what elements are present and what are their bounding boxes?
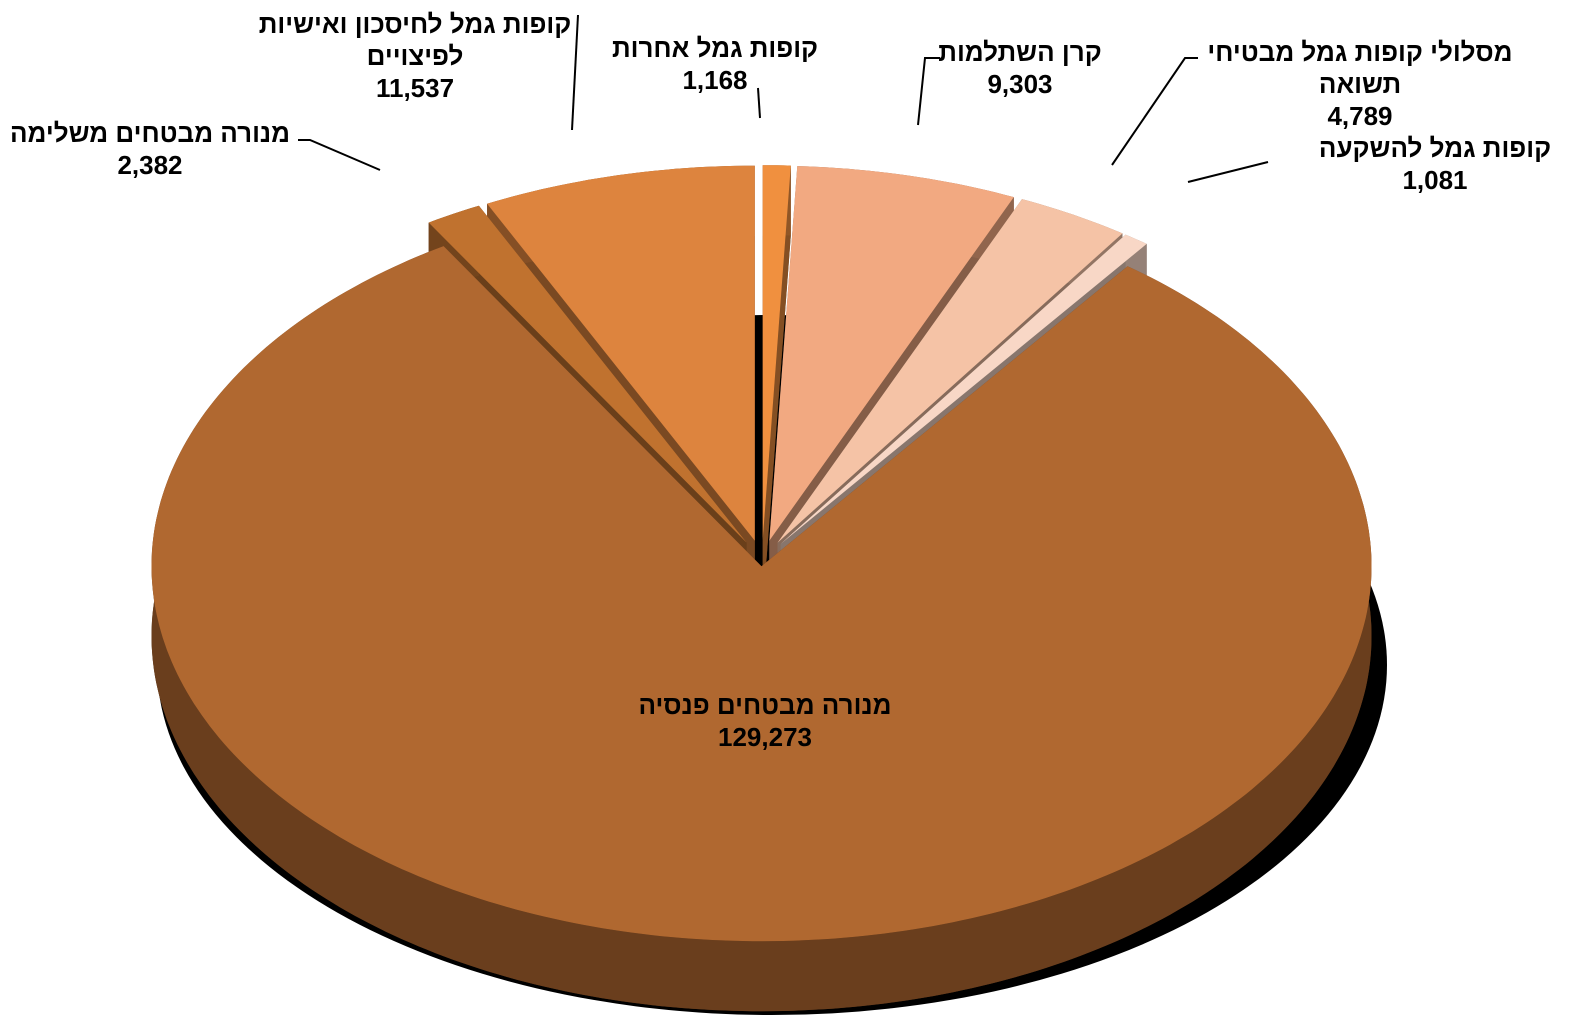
category-label: מנורה מבטחים פנסיה (638, 690, 892, 720)
value-label: 1,081 (1402, 165, 1468, 195)
category-label: קופות גמל אחרות (611, 33, 819, 63)
value-label: 9,303 (987, 69, 1053, 99)
category-label: קופות גמל להשקעה (1318, 133, 1552, 163)
category-label: מסלולי קופות גמל מבטיחי תשואה (1207, 37, 1513, 99)
value-label: 2,382 (117, 150, 183, 180)
slice-label: מנורה מבטחים משלימה 2,382 (0, 117, 300, 181)
slice-label: מנורה מבטחים פנסיה 129,273 (565, 689, 965, 753)
value-label: 129,273 (718, 722, 812, 752)
slice-label: קופות גמל אחרות 1,168 (600, 32, 830, 96)
slice (487, 165, 755, 541)
leader-line (571, 14, 579, 131)
slice (780, 234, 1147, 544)
leader-line (298, 139, 381, 171)
slice (769, 166, 1014, 541)
slice (428, 205, 747, 543)
leader-line (917, 57, 940, 126)
slice (777, 199, 1123, 543)
leader-line (1111, 57, 1198, 166)
leader-line (757, 87, 761, 119)
value-label: 11,537 (375, 73, 455, 103)
leader-line (1187, 161, 1269, 183)
category-label: קרן השתלמות (938, 37, 1102, 67)
slice-label: קופות גמל לחיסכון ואישיות לפיצויים 11,537 (245, 8, 585, 104)
slice (762, 165, 791, 541)
category-label: קופות גמל לחיסכון ואישיות לפיצויים (258, 9, 572, 71)
leader-lines (298, 14, 1269, 183)
slice (151, 246, 1372, 942)
value-label: 4,789 (1327, 101, 1393, 131)
slices (151, 165, 1372, 1012)
slice-label: מסלולי קופות גמל מבטיחי תשואה 4,789 (1195, 36, 1525, 132)
value-label: 1,168 (682, 65, 748, 95)
category-label: מנורה מבטחים משלימה (9, 118, 291, 148)
slice-wall (762, 165, 791, 611)
slice-label: קרן השתלמות 9,303 (900, 36, 1140, 100)
slice-label: קופות גמל להשקעה 1,081 (1290, 132, 1580, 196)
